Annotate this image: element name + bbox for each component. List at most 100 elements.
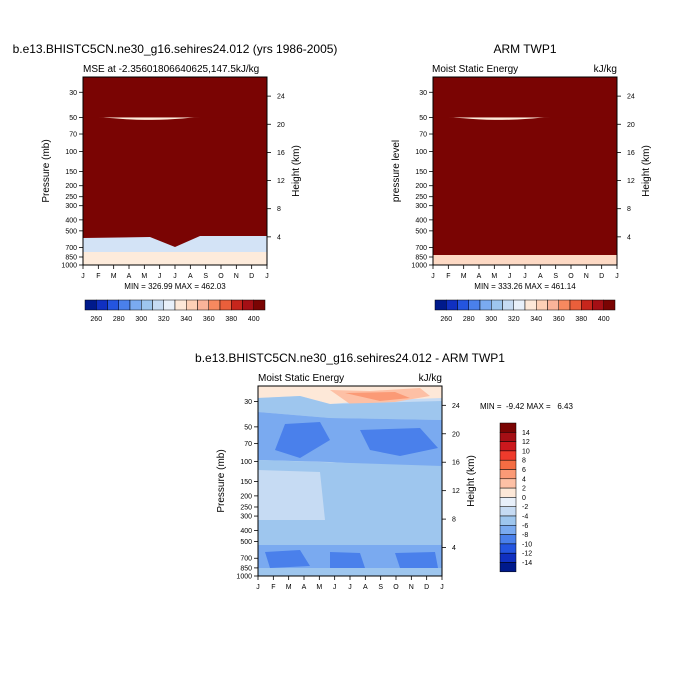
colorbar-label: 340: [530, 316, 542, 323]
panel-title: b.e13.BHISTC5CN.ne30_g16.sehires24.012 -…: [195, 351, 505, 365]
difference-region: [258, 568, 442, 576]
colorbar-label: 260: [90, 316, 102, 323]
height-axis-label: Height (km): [291, 145, 302, 197]
height-ticks: 4 8 12 16 20 24: [617, 94, 635, 241]
colorbar-label: 380: [225, 316, 237, 323]
x-tick-label: F: [96, 273, 100, 280]
x-tick-label: D: [424, 584, 429, 591]
x-tick-label: F: [446, 273, 450, 280]
model-mse-panel: b.e13.BHISTC5CN.ne30_g16.sehires24.012 (…: [13, 42, 338, 323]
x-tick-label: M: [141, 273, 147, 280]
y-tick-label: 30: [69, 90, 77, 97]
colorbar-swatch: [186, 299, 198, 311]
colorbar-label: 10: [522, 448, 530, 455]
x-tick-label: M: [286, 584, 292, 591]
colorbar-swatch: [499, 506, 517, 517]
height-tick-label: 4: [277, 234, 281, 241]
x-tick-label: A: [538, 273, 543, 280]
y-tick-label: 500: [240, 539, 252, 546]
stats-label: MIN = -9.42 MAX = 6.43: [480, 402, 573, 411]
y-tick-label: 250: [65, 194, 77, 201]
difference-region: [265, 550, 310, 568]
colorbar-swatch: [524, 299, 537, 311]
y-tick-label: 50: [69, 115, 77, 122]
colorbar-label: 4: [522, 476, 526, 483]
x-tick-label: J: [333, 584, 337, 591]
colorbar-swatch: [242, 299, 254, 311]
x-tick-label: A: [477, 273, 482, 280]
difference-region: [345, 392, 410, 401]
y-tick-label: 70: [244, 441, 252, 448]
panel-subtitle-left: Moist Static Energy: [432, 64, 518, 75]
top-contour-band: [433, 77, 617, 118]
colorbar-label: 2: [522, 486, 526, 493]
y-tick-label: 250: [415, 194, 427, 201]
difference-region: [360, 428, 438, 456]
y-tick-label: 150: [240, 479, 252, 486]
height-axis-label: Height (km): [466, 455, 477, 507]
colorbar-swatch: [219, 299, 232, 311]
y-tick-label: 700: [65, 245, 77, 252]
panel-subtitle-right: kJ/kg: [594, 64, 617, 75]
stats-label: MIN = 333.26 MAX = 461.14: [474, 282, 576, 291]
arm-mse-panel: ARM TWP1 Moist Static Energy kJ/kg 30 50 7…: [391, 42, 652, 323]
colorbar-swatch: [118, 299, 131, 311]
difference-region: [275, 422, 330, 458]
y-tick-label: 400: [65, 217, 77, 224]
x-tick-label: D: [599, 273, 604, 280]
y-tick-label: 30: [244, 399, 252, 406]
colorbar-label: -8: [522, 532, 528, 539]
y-tick-label: 30: [419, 90, 427, 97]
colorbar-swatch: [446, 299, 458, 311]
colorbar-swatch: [499, 469, 517, 480]
y-tick-label: 700: [415, 245, 427, 252]
height-tick-label: 16: [627, 150, 635, 157]
colorbar-swatch: [581, 299, 593, 311]
y-tick-label: 250: [240, 504, 252, 511]
height-tick-label: 4: [627, 234, 631, 241]
x-tick-label: J: [265, 273, 269, 280]
difference-region: [258, 520, 442, 548]
y-tick-label: 500: [65, 228, 77, 235]
height-tick-label: 24: [452, 403, 460, 410]
y-tick-label: 300: [65, 203, 77, 210]
y-tick-label: 200: [65, 183, 77, 190]
colorbar-swatch: [499, 478, 517, 489]
height-tick-label: 8: [277, 206, 281, 213]
x-tick-label: J: [440, 584, 444, 591]
height-tick-label: 16: [277, 150, 285, 157]
colorbar-label: 340: [180, 316, 192, 323]
height-tick-label: 4: [452, 545, 456, 552]
x-tick-label: J: [615, 273, 619, 280]
height-axis-label: Height (km): [641, 145, 652, 197]
x-tick-label: S: [378, 584, 383, 591]
x-tick-label: J: [256, 584, 260, 591]
colorbar-label: -14: [522, 560, 532, 567]
y-tick-label: 70: [419, 132, 427, 139]
y-axis-label: Pressure (mb): [41, 139, 52, 202]
colorbar-label: -2: [522, 504, 528, 511]
surface-band: [433, 255, 617, 265]
colorbar-label: 6: [522, 467, 526, 474]
colorbar-label: -12: [522, 551, 532, 558]
panel-subtitle-left: Moist Static Energy: [258, 373, 344, 384]
vertical-colorbar: 14 12 10 8 6 4 2 0 -2 -4 -6 -8 -10 -12 -14: [499, 422, 532, 573]
y-tick-label: 200: [415, 183, 427, 190]
colorbar-swatch: [499, 497, 517, 507]
colorbar-swatch: [499, 543, 517, 554]
x-tick-label: J: [348, 584, 352, 591]
x-tick-label: M: [461, 273, 467, 280]
x-tick-label: A: [363, 584, 368, 591]
colorbar-label: 300: [135, 316, 147, 323]
colorbar-swatch: [499, 515, 517, 526]
colorbar-swatch: [603, 299, 616, 311]
top-contour-band: [83, 77, 267, 118]
height-tick-label: 24: [277, 94, 285, 101]
panel-title: b.e13.BHISTC5CN.ne30_g16.sehires24.012 (…: [13, 42, 338, 56]
y-tick-label: 850: [240, 565, 252, 572]
x-tick-label: J: [158, 273, 162, 280]
y-tick-label: 400: [415, 217, 427, 224]
height-ticks: 4 8 12 16 20 24: [267, 94, 285, 241]
panel-subtitle: MSE at -2.35601806640625,147.5kJ/kg: [83, 64, 259, 75]
